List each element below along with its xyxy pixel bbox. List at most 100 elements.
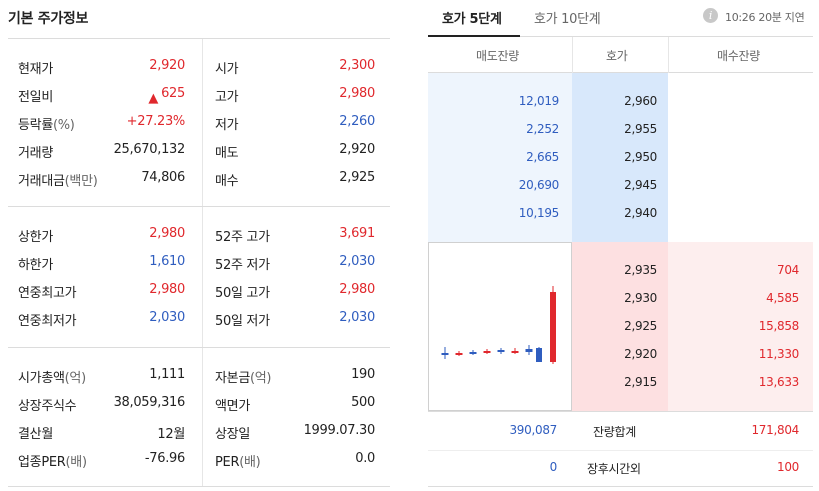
- ask-row: 10,195 2,940: [428, 200, 813, 228]
- bid-price[interactable]: 2,925: [624, 319, 657, 333]
- bid-volume: 15,858: [758, 319, 800, 333]
- info-label: 상한가: [18, 226, 53, 245]
- info-value-text: 25,670,132: [113, 142, 186, 157]
- info-value: 0.0: [355, 451, 375, 466]
- info-label: 전일비: [18, 86, 53, 105]
- ask-price[interactable]: 2,940: [624, 206, 657, 220]
- up-arrow-icon: ▲: [148, 91, 159, 106]
- info-value: 12월: [157, 423, 185, 442]
- info-label: 매수: [215, 170, 239, 189]
- candle-body: [455, 353, 463, 355]
- info-label-unit: (배): [239, 455, 261, 470]
- candle-body: [550, 292, 556, 362]
- ask-row: 2,665 2,950: [428, 144, 813, 172]
- info-row: 거래대금(백만) 74,806 매수 2,925: [8, 165, 390, 193]
- total-buy-volume: 171,804: [751, 423, 799, 437]
- after-hours-label: 장후시간외: [587, 462, 641, 476]
- info-value: 2,980: [149, 282, 185, 297]
- info-value: +27.23%: [126, 114, 186, 129]
- info-row: 거래량 25,670,132 매도 2,920: [8, 137, 390, 165]
- info-label-unit: (배): [65, 455, 88, 470]
- info-label-text: 업종PER: [18, 455, 66, 470]
- info-label: 현재가: [18, 58, 53, 77]
- tab-orderbook-5[interactable]: 호가 5단계: [442, 12, 502, 27]
- info-label: 저가: [215, 114, 239, 133]
- total-label: 잔량합계: [593, 425, 636, 439]
- info-value-text: 1,610: [149, 254, 185, 269]
- ask-volume: 2,665: [526, 150, 559, 164]
- info-value: 38,059,316: [114, 395, 186, 410]
- info-value: -76.96: [145, 451, 185, 466]
- info-value: 1,111: [149, 367, 185, 382]
- info-label-text: 현재가: [18, 62, 53, 77]
- info-value-text: 2,980: [149, 282, 185, 297]
- bid-row: 2,920 11,330: [428, 341, 813, 369]
- info-value-text: -76.96: [144, 451, 185, 466]
- ask-volume: 2,252: [526, 122, 559, 136]
- ask-price[interactable]: 2,950: [624, 150, 657, 164]
- info-value: 2,030: [339, 254, 375, 269]
- info-value: 74,806: [141, 170, 185, 185]
- bid-row: 2,915 13,633: [428, 369, 813, 397]
- info-label: 50일 저가: [215, 310, 270, 329]
- bid-price[interactable]: 2,930: [624, 291, 657, 305]
- info-label-unit: (억): [249, 371, 272, 386]
- info-value-text: +27.23%: [126, 114, 186, 129]
- info-label-text: 52주 저가: [215, 258, 270, 273]
- bid-price[interactable]: 2,920: [624, 347, 657, 361]
- info-label: 하한가: [18, 254, 53, 273]
- ask-price[interactable]: 2,955: [624, 122, 657, 136]
- info-label-text: 상장주식수: [18, 399, 77, 414]
- info-label: 등락률(%): [18, 114, 75, 133]
- info-value: 25,670,132: [113, 142, 186, 157]
- header-buy-volume: 매수잔량: [717, 49, 760, 63]
- bid-price[interactable]: 2,915: [624, 375, 657, 389]
- candle-body: [483, 351, 491, 353]
- bid-volume: 13,633: [758, 375, 800, 389]
- info-label-text: 시가총액: [18, 371, 65, 386]
- info-label-text: 고가: [215, 90, 239, 105]
- info-label-text: 상장일: [215, 427, 250, 442]
- info-label: 시가총액(억): [18, 367, 86, 386]
- info-value-text: 625: [161, 86, 185, 101]
- info-label-text: 전일비: [18, 90, 53, 105]
- info-icon[interactable]: i: [703, 8, 718, 23]
- ask-row: 20,690 2,945: [428, 172, 813, 200]
- ask-volume: 12,019: [518, 94, 560, 108]
- info-label-text: 연중최저가: [18, 314, 77, 329]
- bid-row: 2,925 15,858: [428, 313, 813, 341]
- active-tab-indicator: [428, 35, 520, 37]
- info-value-text: 12월: [157, 427, 185, 442]
- info-row: 업종PER(배) -76.96 PER(배) 0.0: [8, 446, 390, 474]
- info-label-text: 자본금: [215, 371, 250, 386]
- bid-row: 2,930 4,585: [428, 285, 813, 313]
- info-label: 연중최저가: [18, 310, 77, 329]
- info-label-text: 등락률: [18, 118, 53, 133]
- candle-body: [469, 352, 477, 354]
- ask-price[interactable]: 2,945: [624, 178, 657, 192]
- candle-body: [525, 349, 533, 352]
- range-info-block: 상한가 2,980 52주 고가 3,691 하한가 1,610 52주 저가 2,030 연중…: [8, 206, 390, 347]
- info-row: 결산월 12월 상장일 1999.07.30: [8, 418, 390, 446]
- candle-body: [441, 353, 449, 355]
- info-label-unit: (백만): [64, 174, 98, 189]
- info-label-text: 연중최고가: [18, 286, 77, 301]
- info-label-text: 상한가: [18, 230, 53, 245]
- info-value: ▲ 625: [148, 86, 185, 106]
- ask-price[interactable]: 2,960: [624, 94, 657, 108]
- info-row: 전일비 ▲ 625 고가 2,980: [8, 81, 390, 109]
- info-row: 현재가 2,920 시가 2,300: [8, 53, 390, 81]
- bid-price[interactable]: 2,935: [624, 263, 657, 277]
- bid-volume: 4,585: [766, 291, 799, 305]
- candle-body: [511, 351, 519, 353]
- info-label: 연중최고가: [18, 282, 77, 301]
- info-value: 2,925: [339, 170, 375, 185]
- bid-volume: 704: [776, 263, 799, 277]
- tab-orderbook-10[interactable]: 호가 10단계: [534, 12, 601, 27]
- info-value: 2,260: [339, 114, 375, 129]
- info-label-text: 액면가: [215, 399, 250, 414]
- after-hours-buy-volume: 100: [776, 460, 799, 474]
- total-sell-volume: 390,087: [509, 423, 557, 437]
- price-info-block: 현재가 2,920 시가 2,300 전일비 ▲ 625 고가 2,980 등락률(%) +27.2…: [8, 38, 390, 206]
- info-value: 2,920: [149, 58, 185, 73]
